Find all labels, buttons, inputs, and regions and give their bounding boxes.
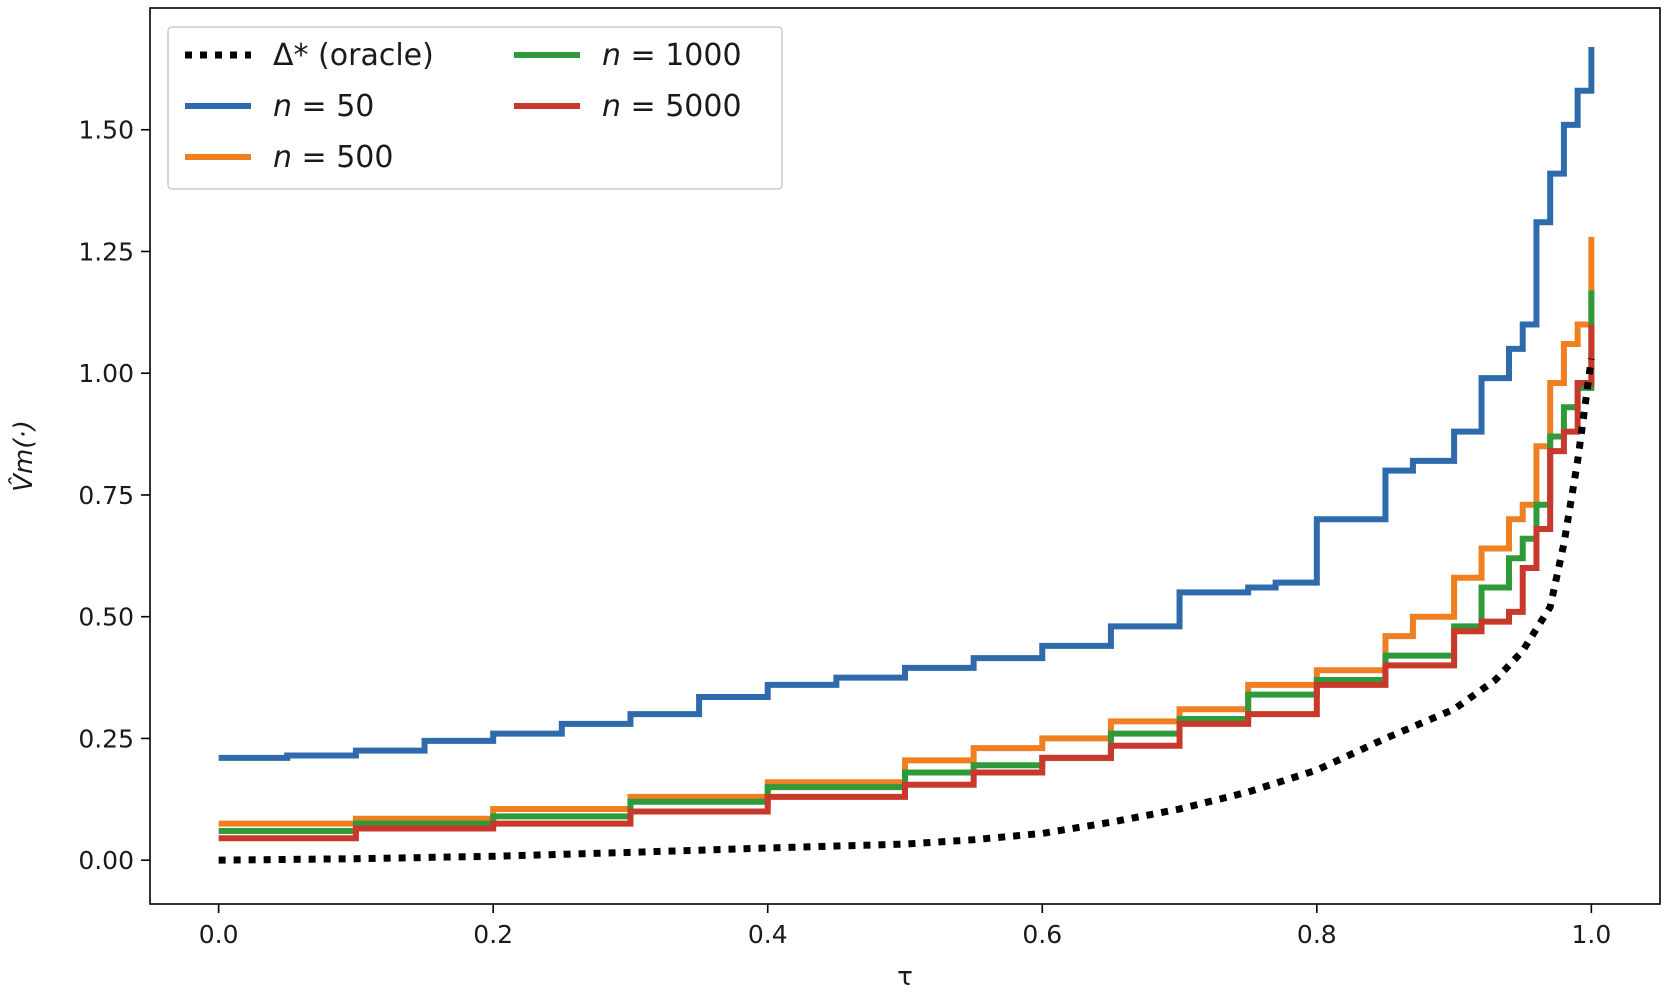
y-tick-label: 0.75 xyxy=(78,481,134,510)
legend-label-4: n = 5000 xyxy=(602,89,742,124)
plot-frame xyxy=(149,7,1661,905)
legend-label-2: n = 500 xyxy=(273,140,394,175)
legend-box xyxy=(167,26,783,190)
series-layer xyxy=(218,46,1595,864)
x-tick-label: 0.2 xyxy=(473,920,513,949)
legend-label-1: n = 50 xyxy=(273,89,374,124)
x-tick-label: 0.0 xyxy=(199,920,239,949)
series-line-1 xyxy=(218,46,1595,761)
legend-label-0: Δ* (oracle) xyxy=(273,38,434,73)
y-tick-label: 1.50 xyxy=(78,116,134,145)
x-tick-label: 0.8 xyxy=(1297,920,1337,949)
y-axis: 0.00 0.25 0.50 0.75 1.00 1.25 1.50 xyxy=(78,116,150,875)
x-tick-label: 0.4 xyxy=(748,920,788,949)
y-tick-label: 0.00 xyxy=(78,846,134,875)
x-axis: 0.0 0.2 0.4 0.6 0.8 1.0 xyxy=(199,904,1611,949)
y-tick-label: 0.50 xyxy=(78,603,134,632)
y-tick-label: 1.25 xyxy=(78,237,134,266)
y-axis-label: V̂m(·) xyxy=(7,420,39,492)
y-axis-label-group: V̂m(·) xyxy=(7,420,39,492)
x-axis-label: τ xyxy=(897,962,913,992)
x-tick-label: 1.0 xyxy=(1571,920,1611,949)
y-tick-label: 0.25 xyxy=(78,724,134,753)
series-line-4 xyxy=(218,324,1595,842)
legend-label-3: n = 1000 xyxy=(602,38,742,73)
legend: Δ* (oracle) n = 50 n = 500 n = 1000 n = 5000 xyxy=(167,26,783,190)
x-tick-label: 0.6 xyxy=(1022,920,1062,949)
y-tick-label: 1.00 xyxy=(78,359,134,388)
